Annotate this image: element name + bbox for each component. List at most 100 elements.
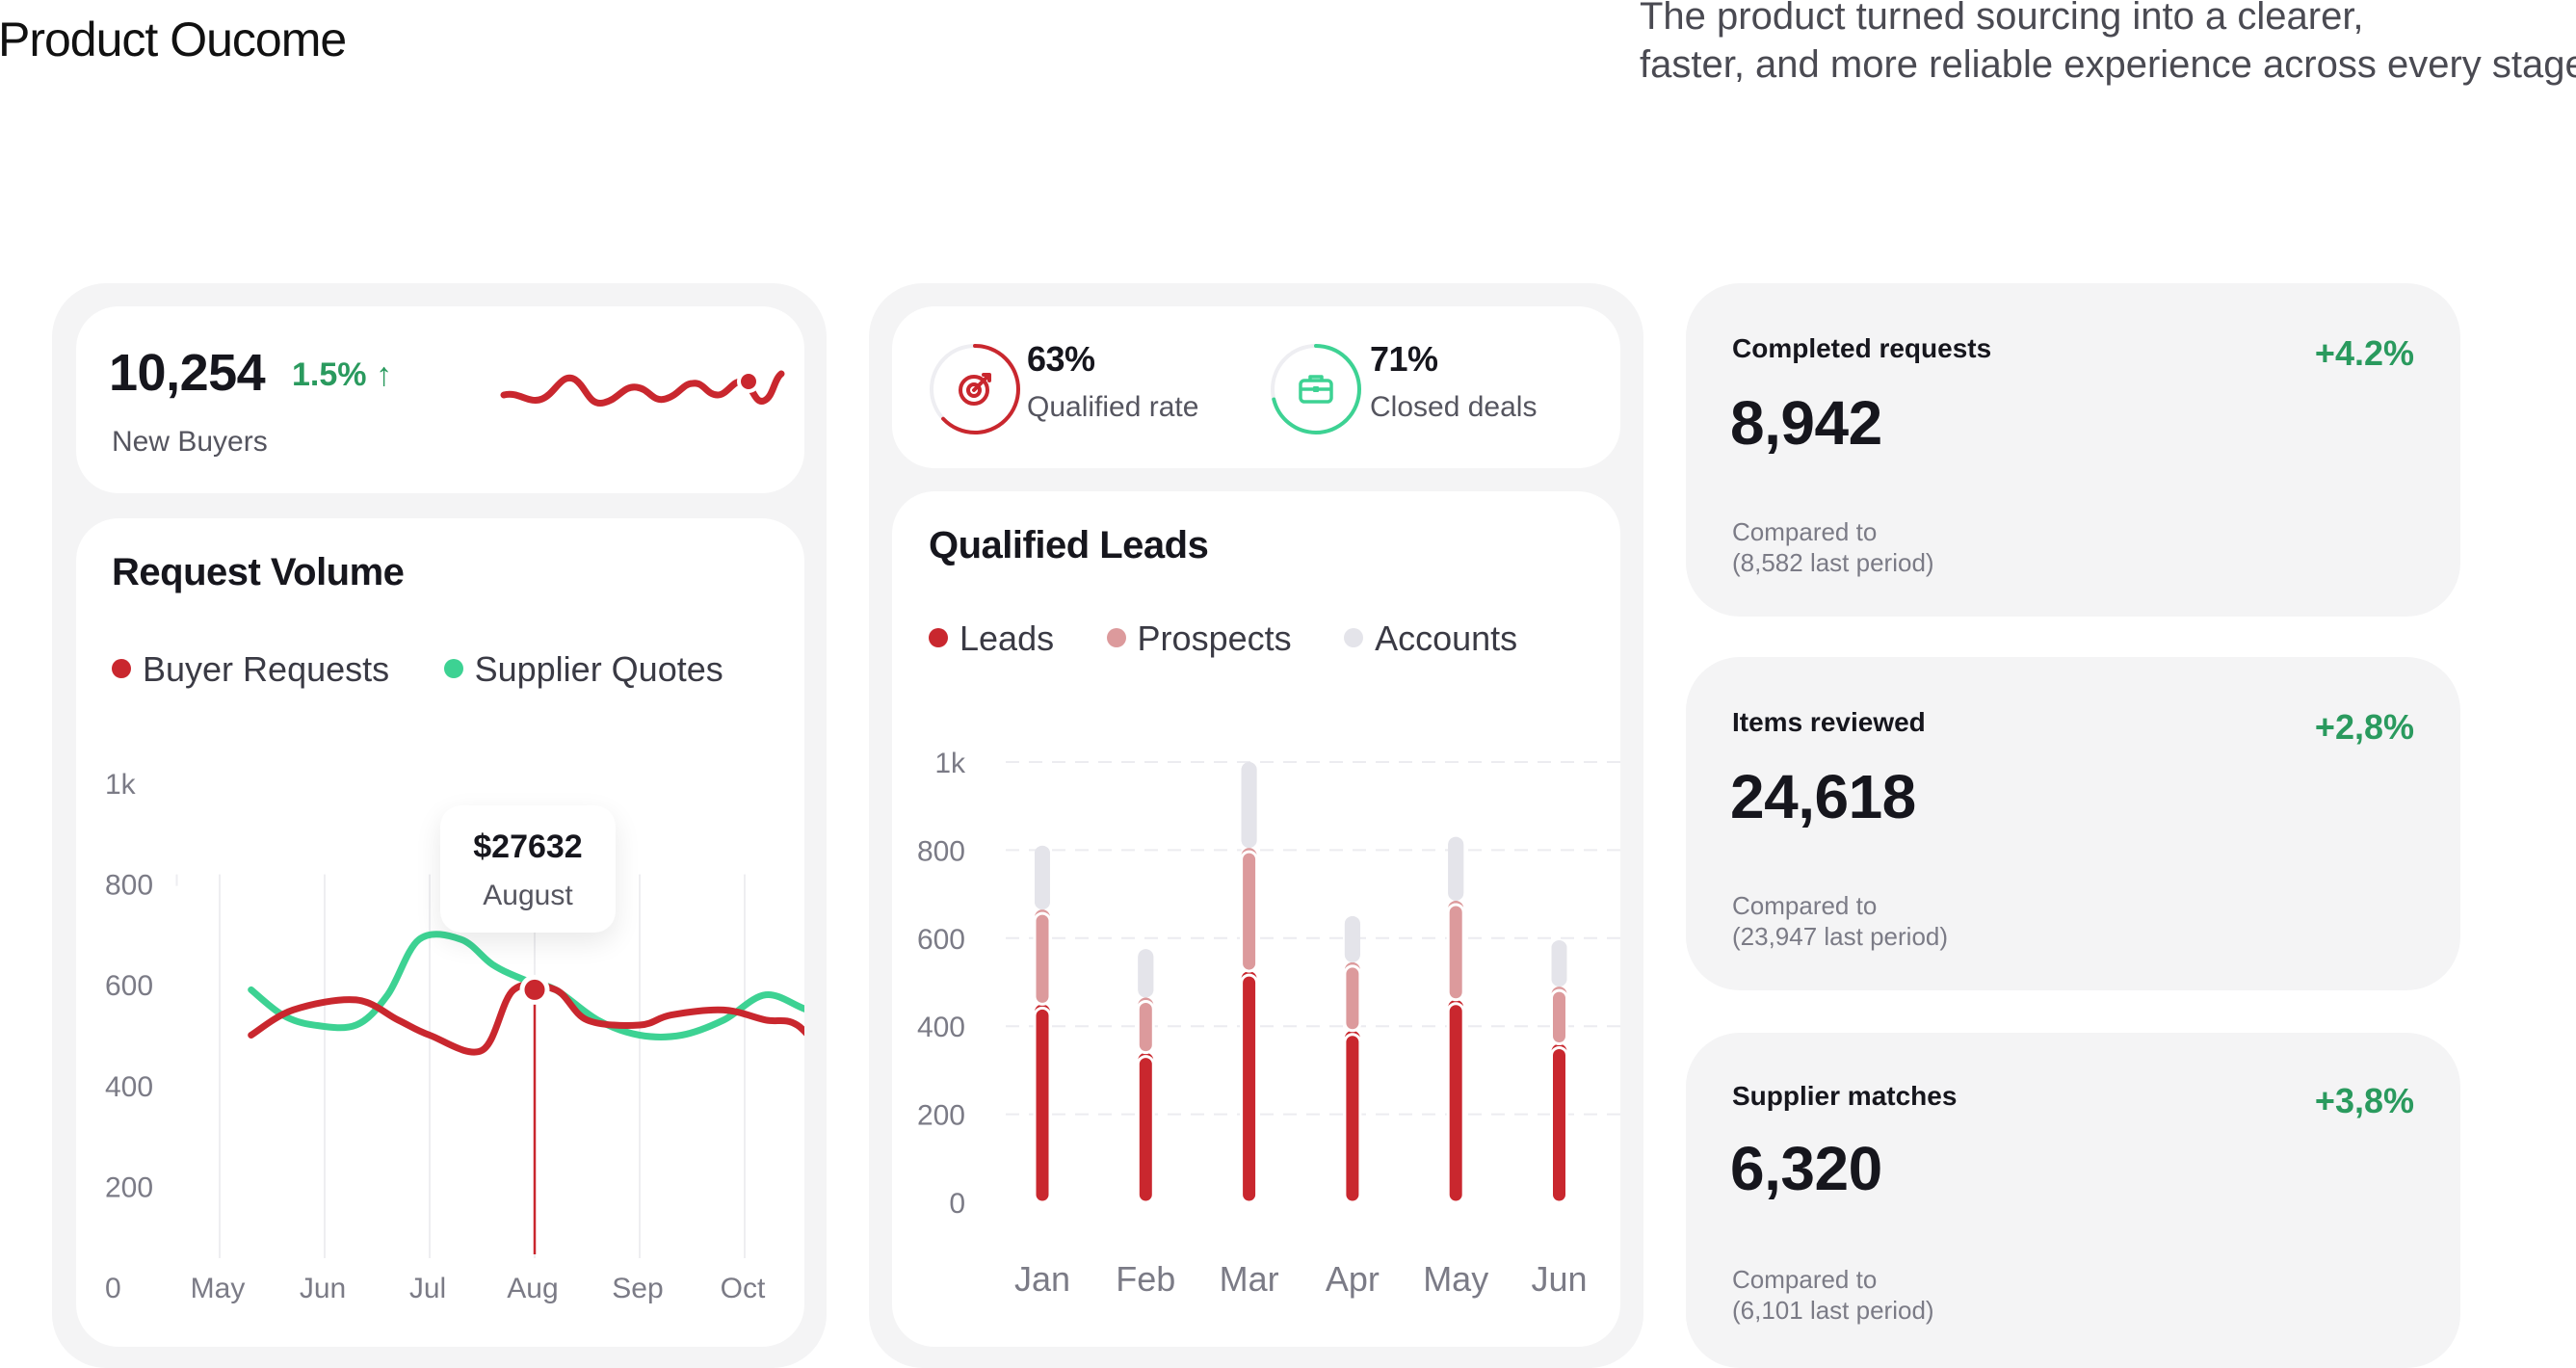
bar-segment-leads-mar — [1240, 973, 1259, 1204]
series-line-buyer-requests — [248, 980, 804, 1056]
legend-dot-prospects — [1106, 628, 1126, 648]
bar-segment-accounts-may — [1448, 836, 1464, 901]
stat-value: 6,320 — [1730, 1134, 1882, 1203]
qualified-rate-ring — [930, 344, 1020, 434]
legend-accounts[interactable]: Accounts — [1344, 618, 1517, 659]
closed-deals-metric[interactable]: 71% Closed deals — [1268, 339, 1586, 437]
y-tick-label: 400 — [917, 1012, 965, 1043]
x-tick-label: Jul — [409, 1273, 446, 1304]
legend-dot-supplier-quotes — [443, 659, 463, 679]
tooltip-value: $27632 — [473, 829, 583, 865]
stat-note-line-1: Compared to — [1732, 891, 1878, 920]
new-buyers-card[interactable]: 10,254 1.5% ↑ New Buyers — [76, 306, 804, 493]
closed-deals-label: Closed deals — [1370, 391, 1538, 423]
bar-segment-prospects-jun — [1550, 988, 1568, 1045]
qualified-rate-value: 63% — [1027, 339, 1095, 379]
bar-segment-prospects-feb — [1136, 999, 1155, 1055]
qualified-leads-legend: Leads Prospects Accounts — [929, 618, 1517, 659]
request-volume-chart: 0 200 400 600 800 1k May Jun Jul Aug Sep Oct — [105, 769, 804, 1304]
legend-label-leads: Leads — [959, 618, 1055, 658]
x-tick-label: Jan — [1014, 1259, 1070, 1299]
stat-label: Supplier matches — [1732, 1081, 1958, 1111]
y-tick-label: 800 — [917, 835, 965, 867]
y-tick-label: 1k — [934, 748, 966, 779]
page-title: Product Oucome — [0, 13, 347, 66]
y-tick-label: 800 — [105, 870, 153, 902]
bar-segment-prospects-jan — [1033, 911, 1052, 1006]
closed-deals-ring — [1271, 344, 1361, 434]
stat-label: Completed requests — [1732, 333, 1992, 363]
legend-label-prospects: Prospects — [1137, 618, 1292, 658]
stat-note: Compared to (6,101 last period) — [1732, 1264, 1934, 1326]
stat-note-line-2: (6,101 last period) — [1732, 1296, 1934, 1325]
stat-value: 24,618 — [1730, 762, 1916, 831]
rates-card: 63% Qualified rate 71% Closed deals — [892, 306, 1620, 468]
x-tick-label: Sep — [612, 1273, 663, 1304]
legend-dot-leads — [929, 628, 948, 648]
legend-label-supplier-quotes: Supplier Quotes — [474, 649, 723, 689]
stat-card-items-reviewed[interactable]: Items reviewed +2,8% 24,618 Compared to … — [1686, 657, 2460, 990]
qualified-rate-label: Qualified rate — [1027, 391, 1199, 423]
legend-supplier-quotes[interactable]: Supplier Quotes — [443, 649, 723, 690]
bar-segment-leads-jun — [1550, 1045, 1568, 1204]
qualified-leads-title: Qualified Leads — [929, 524, 1209, 566]
stat-change: +3,8% — [2314, 1081, 2414, 1120]
page-subtitle-line-2: faster, and more reliable experience acr… — [1640, 43, 2576, 86]
bar-segment-leads-apr — [1343, 1033, 1362, 1204]
qualified-rate-metric[interactable]: 63% Qualified rate — [927, 339, 1235, 437]
request-volume-legend: Buyer Requests Supplier Quotes — [112, 649, 804, 690]
y-tick-label: 600 — [917, 924, 965, 956]
qualified-rate-progress — [930, 344, 1020, 434]
y-tick-label: 200 — [917, 1100, 965, 1132]
stat-note-line-2: (8,582 last period) — [1732, 548, 1934, 577]
briefcase-icon — [1299, 375, 1333, 404]
legend-prospects[interactable]: Prospects — [1106, 618, 1292, 659]
x-tick-label: Jun — [1531, 1259, 1587, 1299]
new-buyers-sparkline — [500, 370, 785, 407]
x-tick-label: Oct — [721, 1273, 766, 1304]
bar-segment-accounts-mar — [1241, 762, 1257, 849]
y-tick-label: 0 — [949, 1188, 965, 1220]
bar-gap — [1138, 994, 1154, 1001]
bar-segment-accounts-jan — [1035, 845, 1050, 910]
bar-segment-prospects-mar — [1240, 850, 1259, 973]
closed-deals-value: 71% — [1370, 339, 1438, 379]
y-tick-label: 400 — [105, 1071, 153, 1103]
x-tick-label: Mar — [1220, 1259, 1279, 1299]
new-buyers-change-value: 1.5% — [292, 356, 367, 393]
stat-card-completed-requests[interactable]: Completed requests +4.2% 8,942 Compared … — [1686, 283, 2460, 617]
chart-tooltip: $27632 August — [440, 805, 616, 933]
bar-segment-accounts-apr — [1344, 915, 1360, 962]
stat-value: 8,942 — [1730, 388, 1882, 458]
bar-segment-leads-feb — [1136, 1055, 1155, 1204]
sparkline-marker — [737, 370, 760, 393]
y-tick-label: 200 — [105, 1171, 153, 1203]
legend-fade — [723, 634, 804, 701]
bar-segment-prospects-may — [1446, 903, 1465, 1002]
request-volume-card: Request Volume Buyer Requests Supplier Q… — [76, 518, 804, 1347]
stat-note: Compared to (23,947 last period) — [1732, 890, 1948, 952]
stat-note: Compared to (8,582 last period) — [1732, 516, 1934, 578]
stat-card-supplier-matches[interactable]: Supplier matches +3,8% 6,320 Compared to… — [1686, 1033, 2460, 1368]
arrow-up-icon: ↑ — [375, 356, 392, 393]
legend-label-accounts: Accounts — [1375, 618, 1518, 658]
legend-buyer-requests[interactable]: Buyer Requests — [112, 649, 389, 690]
highlight-point — [519, 974, 550, 1005]
request-volume-title: Request Volume — [112, 551, 405, 593]
bar-segment-accounts-feb — [1138, 949, 1154, 998]
new-buyers-label: New Buyers — [112, 426, 268, 458]
legend-leads[interactable]: Leads — [929, 618, 1054, 659]
stat-label: Items reviewed — [1732, 707, 1926, 737]
bar-gap — [1241, 845, 1257, 852]
x-tick-label: Feb — [1116, 1259, 1175, 1299]
new-buyers-value: 10,254 — [109, 344, 266, 402]
closed-deals-progress — [1271, 344, 1361, 434]
target-icon — [959, 373, 991, 406]
qualified-leads-chart: 0 200 400 600 800 1k Jan Feb Mar Apr May Jun — [917, 748, 1620, 1299]
stat-change: +4.2% — [2314, 333, 2414, 373]
page-subtitle: The product turned sourcing into a clear… — [1640, 0, 2576, 89]
legend-label-buyer-requests: Buyer Requests — [143, 649, 390, 689]
qualified-leads-card: Qualified Leads Leads Prospects Accounts… — [892, 491, 1620, 1347]
y-tick-label: 600 — [105, 970, 153, 1002]
bar-segment-leads-jan — [1033, 1006, 1052, 1204]
